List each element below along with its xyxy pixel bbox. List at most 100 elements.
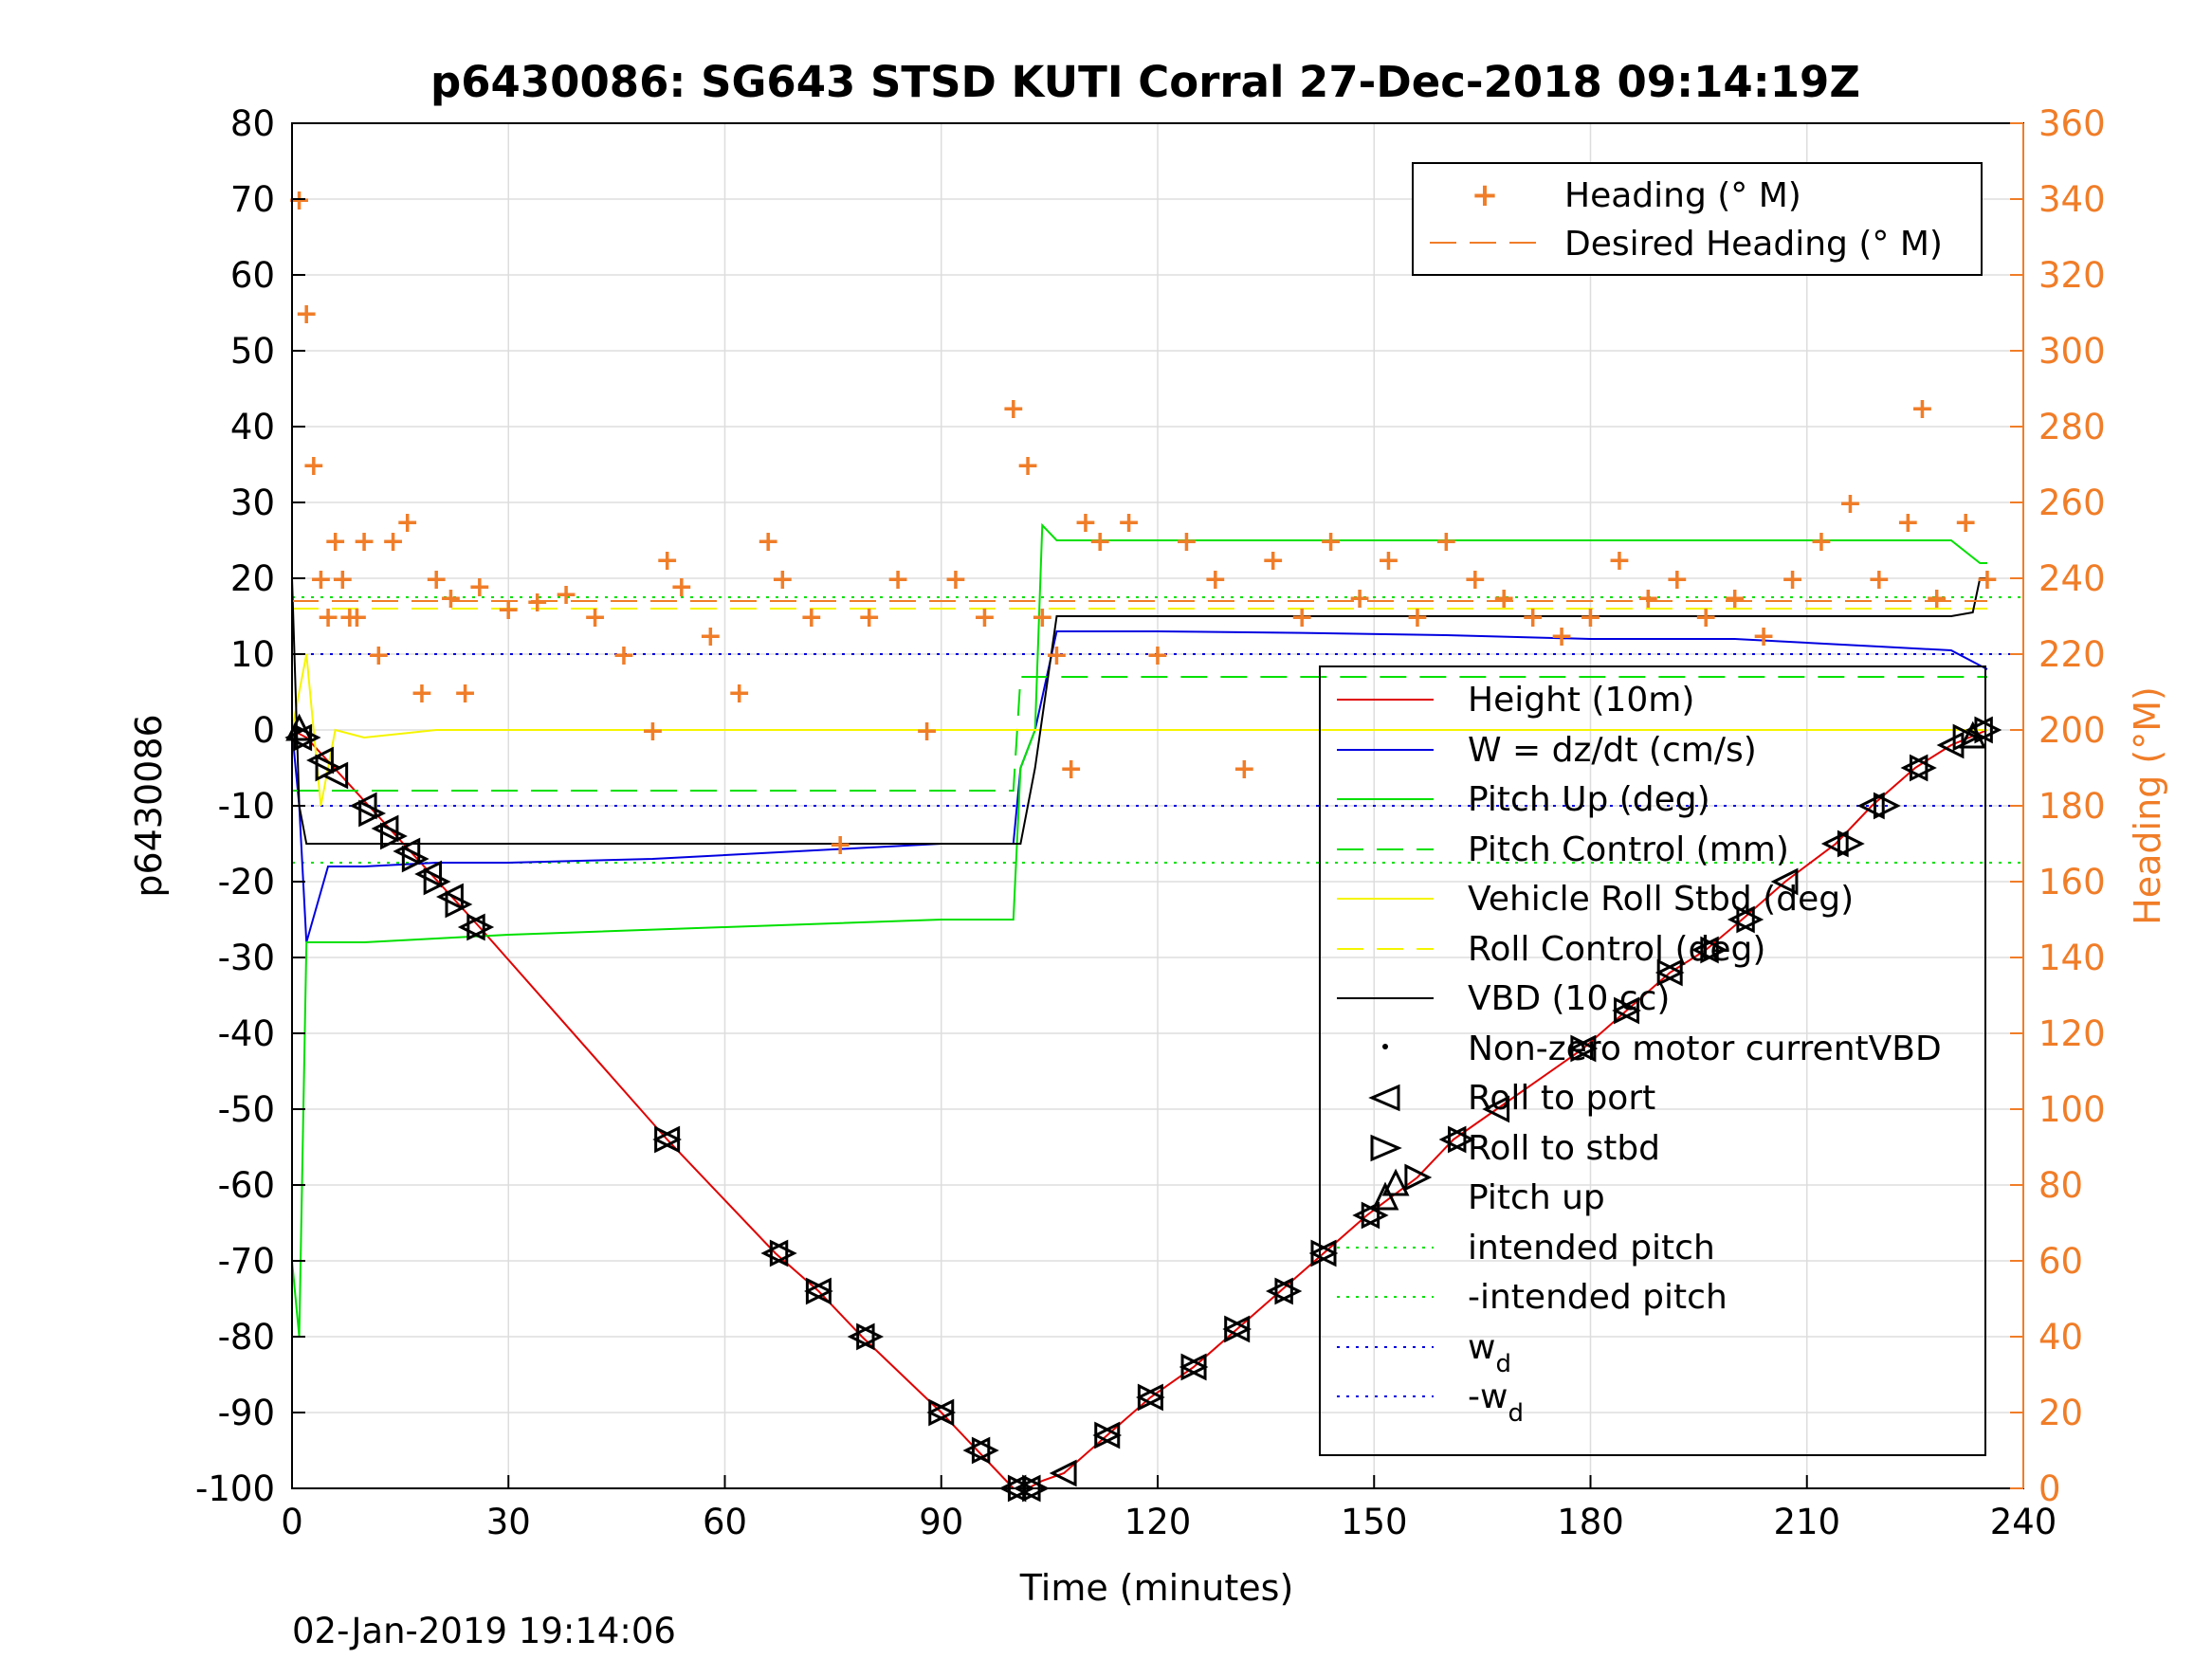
legend-heading: + Heading (° M) Desired Heading (° M)	[1412, 162, 1983, 276]
roll-to-port-marker	[1352, 1201, 1380, 1230]
roll-to-stbd-marker	[1180, 1353, 1209, 1381]
heading-point: +	[669, 571, 693, 604]
heading-point: +	[316, 601, 339, 634]
roll-to-stbd-marker	[315, 754, 343, 782]
roll-to-stbd-marker	[1837, 830, 1865, 858]
y2-tick-label: 0	[2038, 1468, 2061, 1509]
heading-point: +	[583, 601, 607, 634]
y2-tick-label: 160	[2038, 862, 2106, 902]
y2-tick-label: 20	[2038, 1393, 2083, 1433]
roll-to-port-marker	[1820, 830, 1849, 858]
legend-pitch-up-marker	[1371, 1181, 1399, 1211]
heading-point: +	[323, 525, 347, 558]
roll-to-stbd-marker	[1274, 1277, 1303, 1305]
x-tick-label: 240	[1990, 1502, 2057, 1542]
roll-to-port-marker	[1265, 1277, 1293, 1305]
legend-vehicle-roll-label: Vehicle Roll Stbd (deg)	[1468, 880, 1854, 919]
y-tick-label: -90	[218, 1393, 275, 1433]
y2-tick-label: 280	[2038, 407, 2106, 447]
roll-to-stbd-marker	[1656, 958, 1685, 987]
heading-point: +	[1319, 525, 1343, 558]
heading-point: +	[857, 601, 881, 634]
heading-point: +	[525, 586, 549, 619]
roll-to-stbd-marker	[1404, 1163, 1433, 1192]
heading-point: +	[381, 525, 405, 558]
roll-to-port-marker	[457, 913, 485, 941]
y2-tick-label: 100	[2038, 1089, 2106, 1130]
roll-to-port-marker	[1856, 792, 1885, 820]
heading-point: +	[1045, 639, 1069, 672]
heading-point: +	[973, 601, 996, 634]
heading-point: +	[829, 829, 852, 862]
heading-point: +	[1015, 449, 1039, 483]
chart-title: p6430086: SG643 STSD KUTI Corral 27-Dec-…	[430, 57, 1860, 107]
roll-to-port-marker	[1049, 1459, 1077, 1487]
heading-point: +	[302, 449, 325, 483]
heading-point: +	[771, 563, 795, 596]
heading-point: +	[799, 601, 823, 634]
roll-to-stbd-marker	[769, 1239, 797, 1267]
roll-to-port-marker	[760, 1239, 789, 1267]
x-axis-label: Time (minutes)	[1019, 1567, 1294, 1609]
y2-tick-label: 300	[2038, 331, 2106, 372]
heading-point: +	[1910, 392, 1934, 426]
heading-point: +	[1233, 753, 1256, 786]
y-tick-label: 0	[252, 710, 275, 751]
roll-to-port-marker	[414, 860, 443, 888]
y2-tick-label: 80	[2038, 1165, 2083, 1206]
y2-tick-label: 340	[2038, 179, 2106, 220]
heading-point: +	[699, 620, 722, 653]
y-tick-label: 80	[230, 103, 275, 144]
heading-point: +	[1549, 620, 1573, 653]
y2-axis-label: Heading (°M)	[2127, 686, 2168, 925]
y2-tick-label: 220	[2038, 634, 2106, 675]
heading-point: +	[1073, 506, 1097, 539]
roll-to-port-marker	[371, 814, 399, 843]
x-tick-label: 30	[486, 1502, 531, 1542]
y2-tick-label: 60	[2038, 1241, 2083, 1282]
series-pitch-up	[291, 522, 1987, 1338]
legend-roll-stbd-marker	[1370, 1134, 1402, 1162]
heading-point: +	[887, 563, 910, 596]
y2-tick-label: 140	[2038, 938, 2106, 978]
heading-point: +	[353, 525, 376, 558]
heading-point: +	[1145, 639, 1169, 672]
roll-to-port-marker	[1900, 754, 1929, 782]
roll-to-stbd-marker	[1736, 905, 1764, 934]
y2-tick-label: 240	[2038, 558, 2106, 599]
heading-point: +	[1809, 525, 1833, 558]
roll-to-stbd-marker	[856, 1322, 885, 1351]
series-vehicle-roll	[291, 653, 1987, 807]
heading-point: +	[1579, 601, 1602, 634]
roll-to-port-marker	[1482, 1095, 1510, 1123]
y-tick-label: -100	[195, 1468, 275, 1509]
heading-point: +	[943, 563, 967, 596]
heading-point: +	[1752, 620, 1776, 653]
legend-pitch-up-marker-label: Pitch up	[1468, 1178, 1605, 1217]
heading-point: +	[1954, 506, 1978, 539]
y2-tick-label: 200	[2038, 710, 2106, 751]
heading-point: +	[1059, 753, 1083, 786]
roll-to-stbd-marker	[1224, 1315, 1252, 1343]
heading-point: +	[497, 593, 521, 627]
legend-roll-stbd-label: Roll to stbd	[1468, 1129, 1660, 1168]
roll-to-stbd-marker	[380, 822, 408, 850]
heading-point: +	[915, 715, 939, 748]
heading-point: +	[395, 506, 419, 539]
y-tick-label: -80	[218, 1317, 275, 1358]
y-tick-label: 10	[230, 634, 275, 675]
legend-intended-pitch-label: intended pitch	[1468, 1229, 1715, 1267]
y2-tick-label: 120	[2038, 1013, 2106, 1054]
roll-to-port-marker	[1727, 905, 1755, 934]
y2-tick-label: 180	[2038, 786, 2106, 827]
legend-w-label: W = dz/dt (cm/s)	[1468, 731, 1757, 770]
y2-tick-label: 260	[2038, 483, 2106, 523]
heading-point: +	[287, 184, 311, 217]
roll-to-stbd-marker	[401, 845, 430, 873]
y-tick-label: 70	[230, 179, 275, 220]
axis-ticks: 0 30 60 90 120 150 180 210 24080706050403020100-…	[195, 103, 2106, 1542]
y-tick-label: -30	[218, 938, 275, 978]
y-tick-label: 20	[230, 558, 275, 599]
heading-point: +	[727, 677, 751, 710]
legend-neg-intended-pitch-label: -intended pitch	[1468, 1278, 1728, 1317]
